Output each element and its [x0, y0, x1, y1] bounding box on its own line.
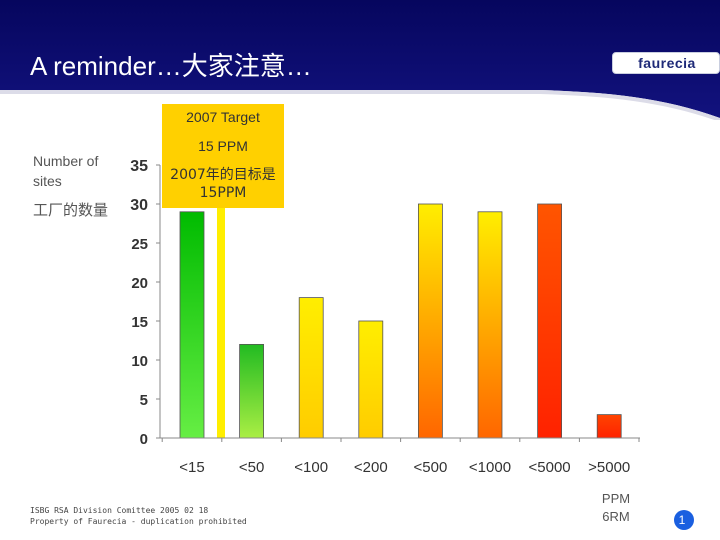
y-tick-label: 0 [140, 431, 148, 448]
x-tick-label: >5000 [588, 459, 630, 476]
slide-title: A reminder…大家注意… [30, 51, 312, 81]
bar-6 [477, 211, 503, 439]
y-tick-label: 15 [131, 314, 148, 331]
unit-label-ppm: PPM [601, 491, 631, 506]
y-tick-label: 25 [131, 236, 148, 253]
footer-line-2: Property of Faurecia - duplication prohi… [30, 517, 247, 526]
unit-label-6rm: 6RM [602, 509, 630, 524]
bar-1 [179, 211, 205, 439]
bar-4 [358, 320, 384, 439]
y-tick-label: 35 [130, 158, 148, 175]
x-tick-label: <100 [294, 459, 328, 476]
callout-target-ppm: 15 PPM [198, 138, 248, 154]
bar-2 [239, 343, 265, 439]
y-axis-title-cn: 工厂的数量 [33, 201, 109, 219]
y-tick-label: 20 [131, 275, 148, 292]
y-axis-title-en: Number of sites [33, 153, 99, 189]
x-tick-label: <5000 [529, 459, 571, 476]
bar-7 [537, 203, 562, 439]
footer: ISBG RSA Division Comittee 2005 02 18 Pr… [30, 505, 247, 527]
x-tick-label: <1000 [469, 459, 511, 476]
bar-8 [596, 414, 622, 439]
x-tick-label: <15 [179, 459, 204, 476]
bar-3 [298, 297, 324, 439]
logo-text: faurecia [638, 55, 696, 71]
target-line [217, 200, 225, 438]
callout-target-cn: 2007年的目标是15PPM [170, 167, 276, 201]
x-tick-label: <500 [414, 459, 448, 476]
y-tick-label: 10 [131, 353, 148, 370]
footer-line-1: ISBG RSA Division Comittee 2005 02 18 [30, 506, 209, 515]
header-band: A reminder…大家注意… faurecia [0, 0, 720, 120]
target-callout: 2007 Target 15 PPM 2007年的目标是15PPM [162, 104, 284, 208]
x-tick-label: <200 [354, 459, 388, 476]
bar-5 [417, 203, 443, 439]
x-axis-unit-label: PPM 6RM [586, 490, 646, 526]
callout-target-title: 2007 Target [186, 109, 260, 125]
faurecia-logo: faurecia [612, 52, 720, 74]
y-tick-label: 5 [140, 392, 148, 409]
header-wave-shape [0, 0, 720, 120]
y-tick-label: 30 [130, 197, 148, 214]
page-number: 1 [678, 513, 686, 527]
page-number-badge: 1 [674, 510, 694, 530]
x-tick-label: <50 [239, 459, 264, 476]
